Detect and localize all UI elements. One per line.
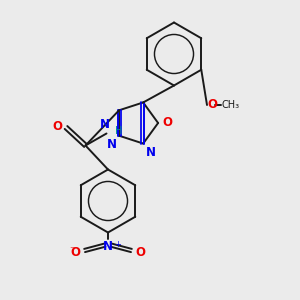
Text: CH₃: CH₃: [221, 100, 239, 110]
Text: N: N: [106, 138, 117, 151]
Text: O: O: [162, 116, 172, 130]
Text: O: O: [52, 120, 62, 134]
Text: O: O: [208, 98, 218, 112]
Text: H: H: [115, 125, 122, 136]
Text: O: O: [136, 245, 146, 259]
Text: O: O: [70, 245, 80, 259]
Text: N: N: [100, 118, 110, 131]
Text: +: +: [114, 240, 121, 249]
Text: ⁻: ⁻: [69, 245, 75, 256]
Text: N: N: [102, 240, 112, 253]
Text: N: N: [146, 146, 156, 159]
